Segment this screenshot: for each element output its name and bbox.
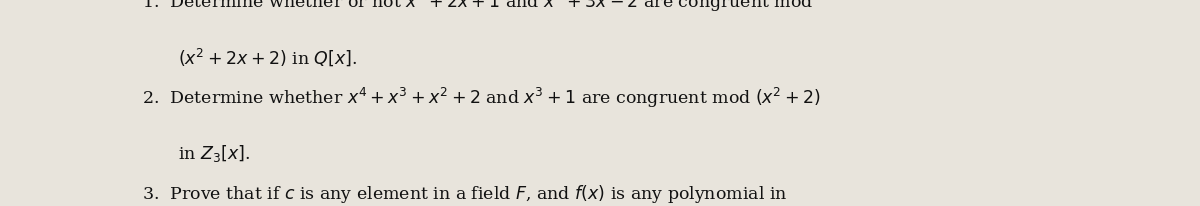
Text: in $Z_3[x]$.: in $Z_3[x]$. bbox=[178, 142, 250, 163]
Text: 1.  Determine whether or not $x^3 + 2x + 1$ and $x^4 + 3x - 2$ are congruent mod: 1. Determine whether or not $x^3 + 2x + … bbox=[142, 0, 814, 14]
Text: 3.  Prove that if $c$ is any element in a field $F$, and $f(x)$ is any polynomia: 3. Prove that if $c$ is any element in a… bbox=[142, 182, 787, 204]
Text: 2.  Determine whether $x^4 + x^3 + x^2 + 2$ and $x^3 + 1$ are congruent mod $(x^: 2. Determine whether $x^4 + x^3 + x^2 + … bbox=[142, 85, 821, 109]
Text: $(x^2 + 2x + 2)$ in $Q[x]$.: $(x^2 + 2x + 2)$ in $Q[x]$. bbox=[178, 47, 356, 68]
